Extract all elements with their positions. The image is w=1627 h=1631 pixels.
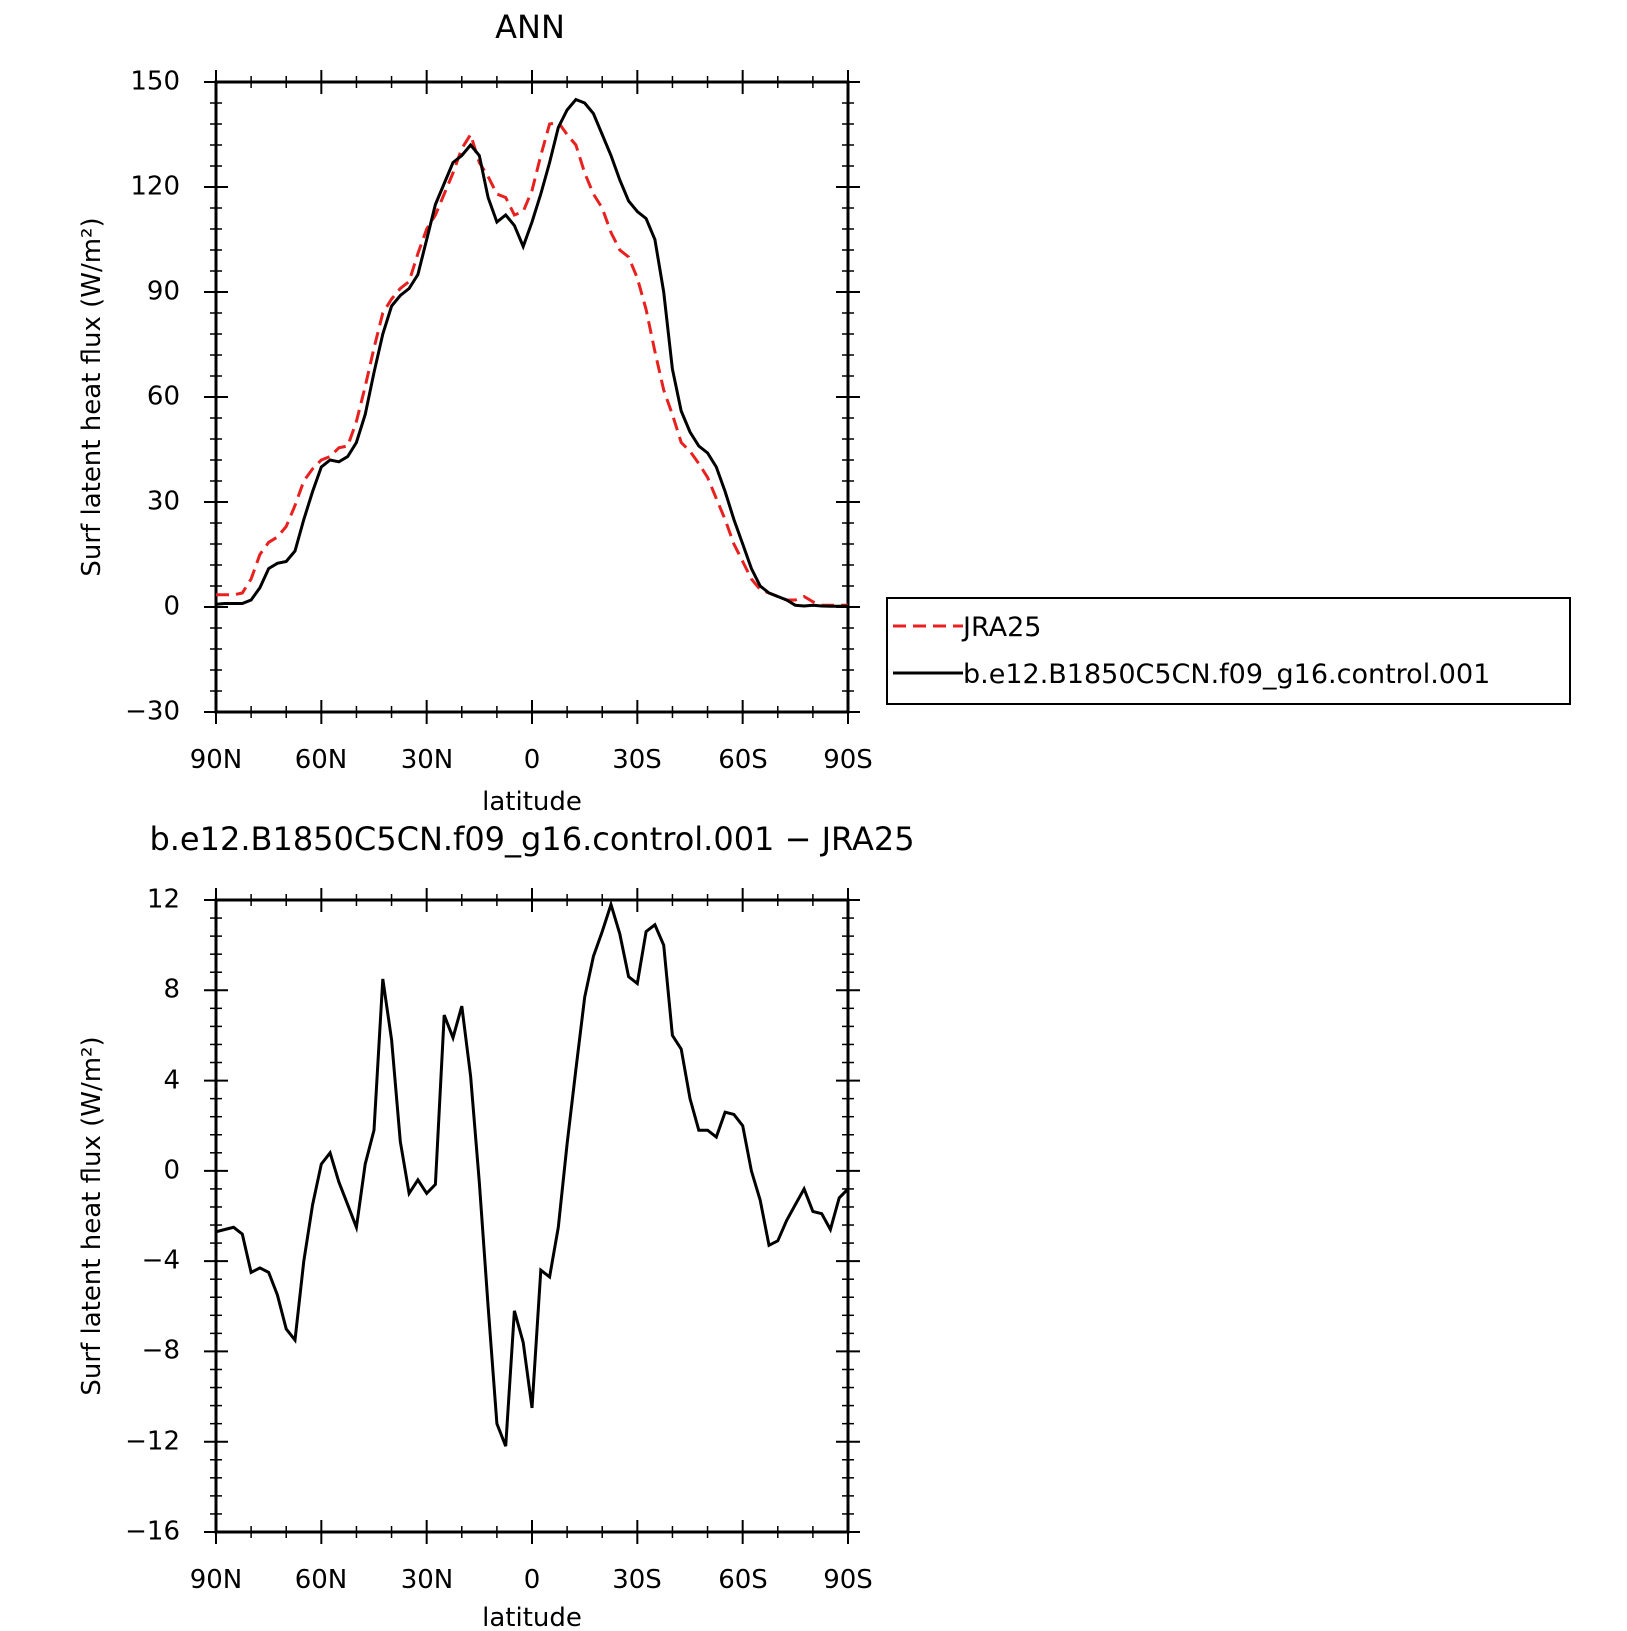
top-y-tick-label: 30 xyxy=(147,487,180,517)
top-x-tick-labels: 90N 60N 30N 0 30S 60S 90S xyxy=(190,745,873,775)
bottom-y-tick-label: 0 xyxy=(163,1156,180,1186)
bottom-x-tick-label: 90N xyxy=(190,1565,243,1595)
bottom-x-tick-label: 0 xyxy=(524,1565,541,1595)
top-y-tick-label: 120 xyxy=(130,172,180,202)
bottom-y-tick-label: −4 xyxy=(142,1246,180,1276)
top-title: ANN xyxy=(495,8,565,46)
bottom-y-tick-label: −16 xyxy=(125,1517,180,1547)
top-x-tick-label: 90N xyxy=(190,745,243,775)
series-line-model xyxy=(215,97,848,608)
bottom-x-tick-labels: 90N 60N 30N 0 30S 60S 90S xyxy=(190,1565,873,1595)
bottom-x-tick-label: 60N xyxy=(295,1565,348,1595)
bottom-y-tick-label: 8 xyxy=(163,975,180,1005)
bottom-y-tick-label: −12 xyxy=(125,1427,180,1457)
bottom-y-tick-labels: −16 −12 −8 −4 0 4 8 12 xyxy=(125,885,180,1547)
legend-box xyxy=(886,597,1571,705)
top-ticks xyxy=(204,70,860,724)
top-y-tick-label: 0 xyxy=(163,592,180,622)
top-x-tick-label: 0 xyxy=(524,745,541,775)
top-series-group xyxy=(215,97,848,608)
top-x-tick-label: 60N xyxy=(295,745,348,775)
bottom-x-axis-label: latitude xyxy=(482,1603,582,1631)
top-x-tick-label: 60S xyxy=(718,745,768,775)
top-plot-frame xyxy=(214,80,850,714)
bottom-ticks xyxy=(204,888,860,1544)
legend: JRA25 b.e12.B1850C5CN.f09_g16.control.00… xyxy=(886,597,1571,705)
series-line-difference xyxy=(215,899,850,1447)
bottom-x-tick-label: 60S xyxy=(718,1565,768,1595)
top-x-tick-label: 30N xyxy=(401,745,454,775)
top-y-tick-labels: −30 0 30 60 90 120 150 xyxy=(125,67,180,727)
top-y-tick-label: 90 xyxy=(147,277,180,307)
bottom-x-tick-label: 30N xyxy=(401,1565,454,1595)
legend-label-jra25: JRA25 xyxy=(961,612,1041,643)
top-y-tick-label: −30 xyxy=(125,697,180,727)
bottom-series-group xyxy=(215,899,850,1447)
top-x-tick-label: 90S xyxy=(823,745,873,775)
bottom-y-tick-label: −8 xyxy=(142,1336,180,1366)
bottom-y-tick-label: 12 xyxy=(147,885,180,915)
bottom-x-tick-label: 30S xyxy=(612,1565,662,1595)
top-x-axis-label: latitude xyxy=(482,787,582,817)
bottom-panel: b.e12.B1850C5CN.f09_g16.control.001 − JR… xyxy=(77,820,915,1631)
top-y-axis-label: Surf latent heat flux (W/m²) xyxy=(77,217,107,576)
top-x-tick-label: 30S xyxy=(612,745,662,775)
top-y-tick-label: 60 xyxy=(147,382,180,412)
top-panel: ANN −30 0 30 60 90 120 150 90N 60N 30N 0… xyxy=(77,8,1571,817)
bottom-title: b.e12.B1850C5CN.f09_g16.control.001 − JR… xyxy=(149,820,914,858)
bottom-x-tick-label: 90S xyxy=(823,1565,873,1595)
bottom-y-tick-label: 4 xyxy=(163,1066,180,1096)
bottom-y-axis-label: Surf latent heat flux (W/m²) xyxy=(77,1036,107,1395)
legend-label-model: b.e12.B1850C5CN.f09_g16.control.001 xyxy=(963,659,1490,690)
top-y-tick-label: 150 xyxy=(130,67,180,97)
series-line-jra25 xyxy=(216,120,848,607)
